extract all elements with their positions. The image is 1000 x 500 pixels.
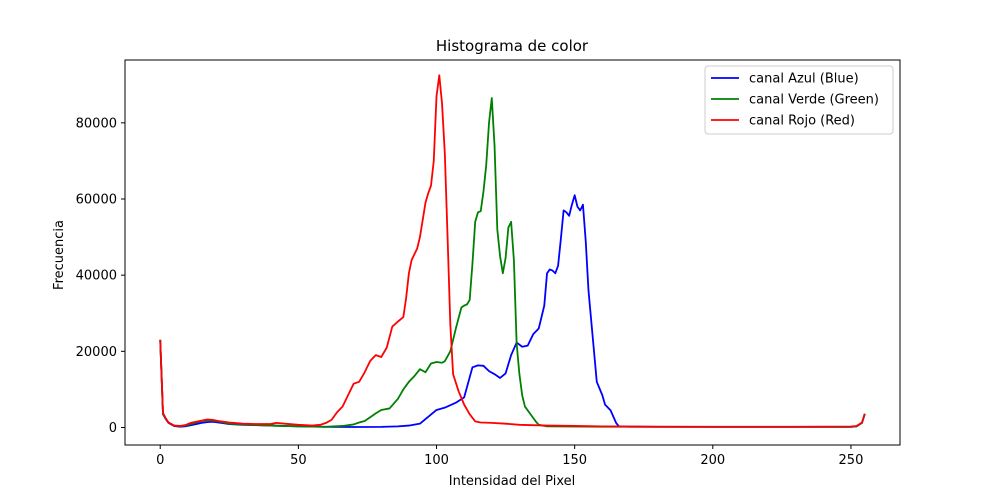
- x-tick-label: 150: [562, 453, 587, 468]
- x-axis-label: Intensidad del Pixel: [449, 474, 575, 489]
- y-tick-label: 20000: [76, 345, 117, 360]
- x-tick-label: 250: [839, 453, 864, 468]
- legend: canal Azul (Blue) canal Verde (Green) cana…: [704, 65, 894, 135]
- y-tick-label: 40000: [76, 269, 117, 284]
- y-tick-label: 60000: [76, 192, 117, 207]
- x-tick-label: 100: [424, 453, 449, 468]
- series-line-0: [159, 194, 866, 428]
- legend-label-0: canal Azul (Blue): [749, 72, 859, 87]
- y-axis-label: Frecuencia: [52, 220, 67, 290]
- axes: 0 50 100 150 200 250 0 20000 40000 60000 80000: [76, 59, 901, 468]
- x-tick-label: 50: [290, 453, 307, 468]
- y-tick-label: 0: [109, 421, 117, 436]
- x-tick-label: 200: [700, 453, 725, 468]
- legend-label-1: canal Verde (Green): [749, 93, 879, 108]
- legend-label-2: canal Rojo (Red): [749, 114, 855, 129]
- chart-title: Histograma de color: [436, 37, 589, 55]
- axes-frame: [124, 59, 901, 446]
- plot-area: [159, 74, 866, 428]
- y-tick-label: 80000: [76, 116, 117, 131]
- legend-box: [704, 65, 894, 135]
- series-line-2: [159, 74, 866, 428]
- x-tick-label: 0: [156, 453, 164, 468]
